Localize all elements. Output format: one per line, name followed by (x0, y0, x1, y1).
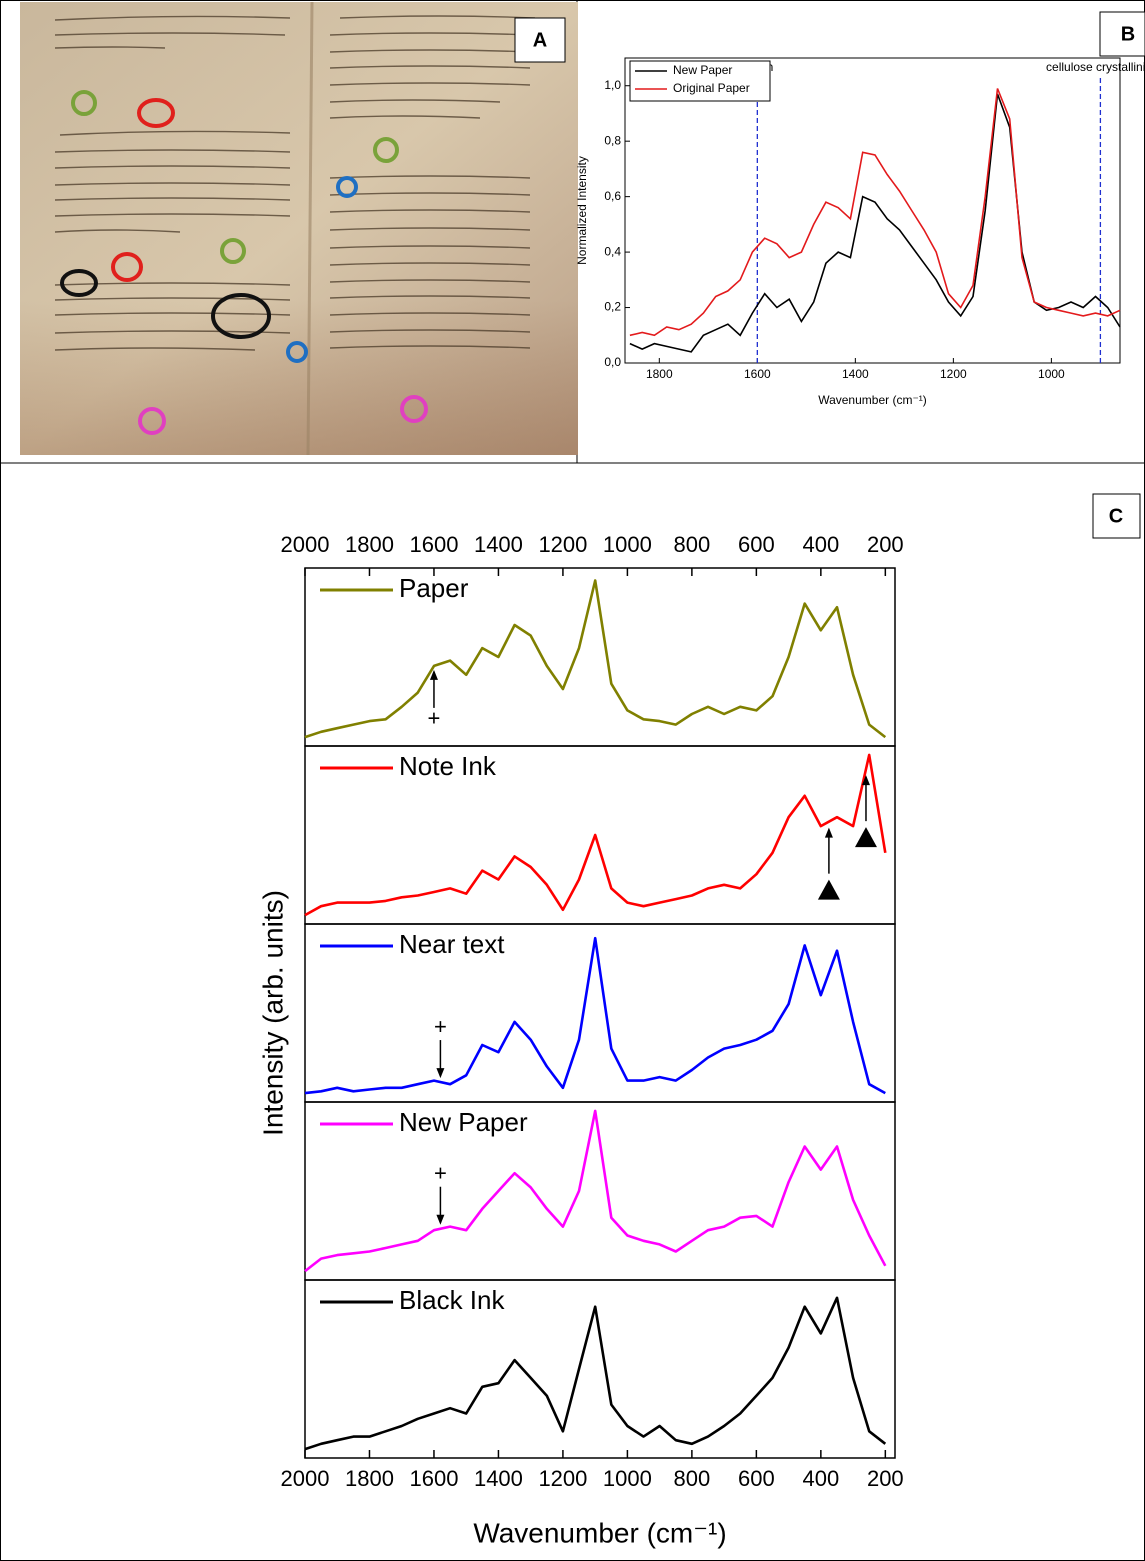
panel-label: C (1109, 505, 1123, 527)
line (304, 1109, 887, 1273)
x-tick-label: 1200 (538, 532, 587, 557)
legend-label: Black Ink (399, 1285, 505, 1315)
x-tick-label: 1800 (646, 367, 673, 381)
annotation: + (434, 1161, 447, 1186)
x-tick-label: 1800 (345, 1466, 394, 1491)
x-tick-label: 800 (674, 1466, 711, 1491)
arrow-head (436, 1068, 445, 1079)
y-tick-label: 0,6 (604, 189, 621, 203)
panel-label-box (1092, 493, 1141, 539)
legend-box (629, 60, 771, 102)
panel-frame (304, 1101, 896, 1281)
x-tick-label: 200 (867, 1466, 904, 1491)
legend-label: Note Ink (399, 751, 497, 781)
x-tick-label: 600 (738, 532, 775, 557)
line (304, 936, 886, 1095)
panel-label-box (514, 17, 566, 63)
legend-label: Near text (399, 929, 505, 959)
x-tick-label: 400 (802, 1466, 839, 1491)
x-tick-label: 2000 (281, 532, 330, 557)
arrow-head (429, 669, 438, 680)
legend-label: New Paper (673, 63, 732, 77)
annotation: + (428, 706, 441, 731)
legend-label: Original Paper (673, 81, 750, 95)
x-tick-label: 1400 (842, 367, 869, 381)
y-tick-label: 1,0 (604, 78, 621, 92)
panel-label: B (1121, 23, 1135, 45)
y-tick-label: 0,2 (604, 300, 621, 314)
line (629, 88, 1121, 337)
x-axis-label: Wavenumber (cm⁻¹) (818, 393, 927, 407)
x-tick-label: 1200 (538, 1466, 587, 1491)
marker-triangle (817, 879, 840, 900)
x-tick-label: 1600 (409, 1466, 458, 1491)
annotation: + (434, 1014, 447, 1039)
x-tick-label: 1200 (940, 367, 967, 381)
legend-label: Paper (399, 573, 469, 603)
x-tick-label: 800 (674, 532, 711, 557)
panel-frame (304, 745, 896, 925)
x-tick-label: 2000 (281, 1466, 330, 1491)
x-tick-label: 1400 (474, 532, 523, 557)
x-tick-label: 1600 (744, 367, 771, 381)
y-tick-label: 0,4 (604, 244, 621, 258)
y-axis-label: Intensity (arb. units) (257, 890, 288, 1136)
panel-label-box (1099, 11, 1145, 57)
x-tick-label: 200 (867, 532, 904, 557)
line (629, 93, 1121, 353)
arrow-head (824, 827, 833, 838)
arrow-head (861, 775, 870, 786)
plot-frame (624, 57, 1121, 364)
legend-label: New Paper (399, 1107, 528, 1137)
panel-label: A (533, 29, 547, 51)
line (304, 579, 887, 739)
y-tick-label: 0,8 (604, 133, 621, 147)
annotation: cellulose crystallinity (1046, 60, 1145, 74)
x-axis-label: Wavenumber (cm⁻¹) (473, 1517, 726, 1548)
line (304, 753, 887, 917)
x-tick-label: 400 (802, 532, 839, 557)
line (304, 1296, 887, 1451)
panel-frame (304, 567, 896, 747)
x-tick-label: 1800 (345, 532, 394, 557)
y-tick-label: 0,0 (604, 355, 621, 369)
panel-frame (304, 1279, 896, 1459)
x-tick-label: 1600 (409, 532, 458, 557)
x-tick-label: 1000 (1038, 367, 1065, 381)
arrow-head (436, 1214, 445, 1225)
marker-triangle (854, 827, 877, 848)
y-axis-label: Normalized Intensity (575, 156, 589, 265)
x-tick-label: 1000 (603, 532, 652, 557)
x-tick-label: 600 (738, 1466, 775, 1491)
x-tick-label: 1000 (603, 1466, 652, 1491)
x-tick-label: 1400 (474, 1466, 523, 1491)
manuscript-photo (20, 1, 578, 456)
